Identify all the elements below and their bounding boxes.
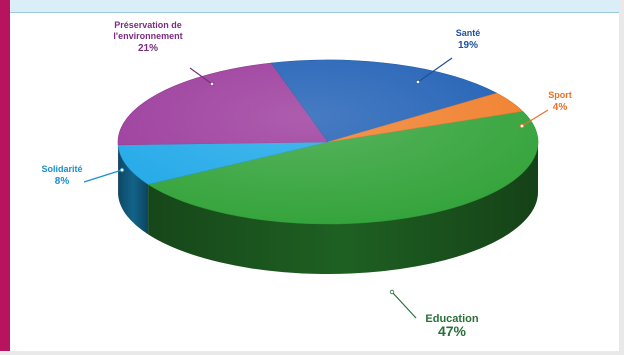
slice-value-education: 47% [438, 323, 467, 339]
top-strip [0, 0, 624, 13]
slice-label-sport: Sport [548, 90, 572, 100]
slice-label-pr-servation-de-l-environnement: Préservation de [114, 20, 182, 30]
slice-value-solidarit-: 8% [55, 176, 70, 187]
right-border [619, 0, 624, 355]
slice-label-education: Education [425, 313, 478, 325]
leader-dot-education [389, 289, 395, 295]
leader-line-sant- [417, 57, 453, 83]
pie-top-shine [118, 60, 538, 224]
slice-label-sant-: Santé [456, 28, 481, 38]
slice-label-solidarit-: Solidarité [41, 164, 82, 174]
slice-value-sant-: 19% [458, 40, 478, 51]
pie-side-shading [148, 142, 539, 274]
leader-dot-pr-servation-de-l-environnement [209, 81, 215, 87]
slice-value-sport: 4% [553, 102, 568, 113]
left-accent-bar [0, 0, 10, 355]
pie-side-shading [118, 144, 149, 235]
slice-value-pr-servation-de-l-environnement: 21% [138, 43, 158, 54]
leader-line-solidarit- [83, 169, 123, 183]
leader-line-pr-servation-de-l-environnement [189, 67, 213, 85]
leader-dot-sant- [415, 79, 421, 85]
leader-line-education [391, 291, 417, 319]
leader-dot-sport [519, 123, 525, 129]
leader-dot-solidarit- [119, 167, 125, 173]
slice-label-pr-servation-de-l-environnement: l'environnement [113, 31, 182, 41]
bottom-border [0, 351, 624, 355]
leader-line-sport [521, 109, 549, 127]
